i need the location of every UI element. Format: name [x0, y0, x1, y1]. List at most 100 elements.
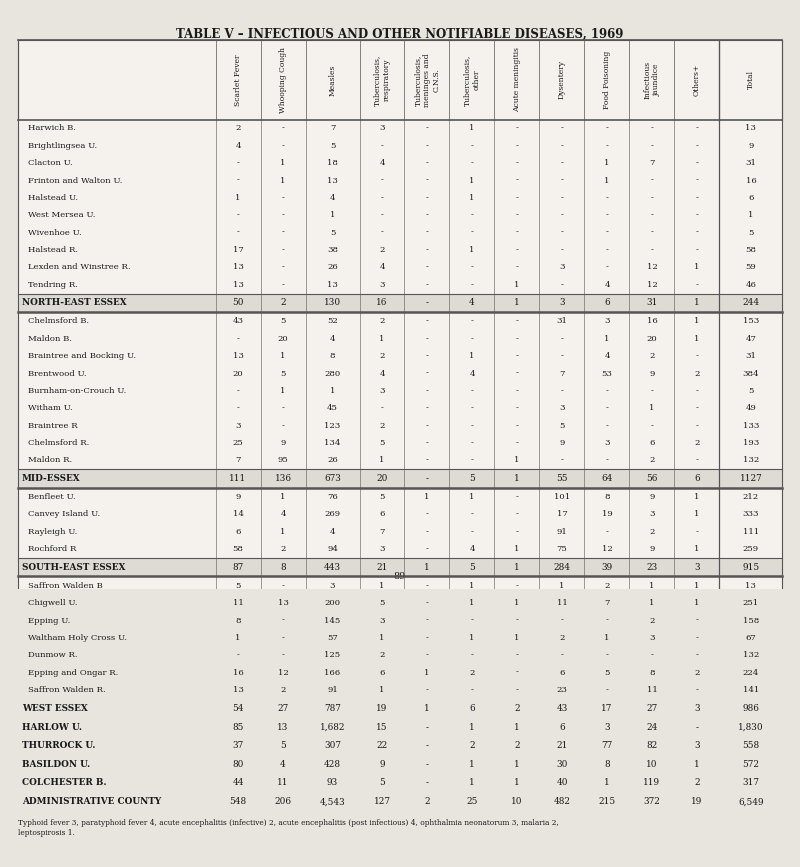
Text: -: - [426, 511, 429, 518]
Text: 3: 3 [559, 264, 565, 271]
Text: -: - [426, 474, 429, 483]
Text: -: - [470, 686, 474, 694]
Text: -: - [515, 160, 518, 167]
Text: BASILDON U.: BASILDON U. [22, 759, 90, 769]
Text: 1: 1 [379, 634, 385, 642]
Text: 244: 244 [742, 298, 759, 307]
Text: 80: 80 [232, 759, 244, 769]
Bar [18, 313, 782, 330]
Text: 4: 4 [379, 369, 385, 377]
Text: -: - [515, 212, 518, 219]
Text: 1: 1 [470, 493, 474, 501]
Text: 50: 50 [232, 298, 244, 307]
Text: 21: 21 [556, 741, 568, 750]
Text: 3: 3 [694, 741, 700, 750]
Text: 31: 31 [746, 352, 756, 360]
Text: 37: 37 [233, 741, 244, 750]
Bar [18, 718, 782, 736]
Text: -: - [426, 246, 429, 254]
Text: 18: 18 [327, 160, 338, 167]
Bar [18, 792, 782, 812]
Text: THURROCK U.: THURROCK U. [22, 741, 95, 750]
Text: 64: 64 [602, 474, 613, 483]
Bar [18, 755, 782, 773]
Bar [18, 382, 782, 400]
Text: 20: 20 [376, 474, 388, 483]
Text: 1: 1 [694, 599, 700, 607]
Text: -: - [606, 457, 608, 465]
Text: 3: 3 [694, 703, 700, 713]
Text: -: - [470, 387, 474, 395]
Text: -: - [426, 124, 429, 133]
Bar [18, 348, 782, 365]
Text: 1: 1 [470, 352, 474, 360]
Text: 25: 25 [466, 798, 478, 806]
Text: 7: 7 [330, 124, 335, 133]
Text: Chigwell U.: Chigwell U. [28, 599, 78, 607]
Text: 134: 134 [324, 439, 341, 447]
Text: -: - [426, 212, 429, 219]
Text: 1: 1 [330, 387, 335, 395]
Text: -: - [561, 616, 563, 624]
Bar [18, 577, 782, 595]
Text: 21: 21 [376, 563, 388, 571]
Text: 12: 12 [646, 281, 658, 289]
Text: Tuberculosis,
respiratory: Tuberculosis, respiratory [374, 54, 390, 106]
Text: Others+: Others+ [693, 63, 701, 96]
Text: -: - [470, 317, 474, 325]
Text: -: - [695, 229, 698, 237]
Text: -: - [426, 651, 429, 659]
Text: -: - [606, 229, 608, 237]
Text: Maldon R.: Maldon R. [28, 457, 72, 465]
Text: 7: 7 [379, 528, 385, 536]
Text: -: - [515, 264, 518, 271]
Text: 317: 317 [742, 779, 759, 787]
Text: 9: 9 [559, 439, 565, 447]
Text: 119: 119 [643, 779, 661, 787]
Text: 1: 1 [514, 723, 520, 732]
Text: 44: 44 [232, 779, 244, 787]
Text: -: - [695, 177, 698, 185]
Bar [18, 206, 782, 224]
Text: 6: 6 [559, 723, 565, 732]
Text: -: - [426, 528, 429, 536]
Text: TABLE V – INFECTIOUS AND OTHER NOTIFIABLE DISEASES, 1969: TABLE V – INFECTIOUS AND OTHER NOTIFIABL… [176, 29, 624, 42]
Text: 5: 5 [280, 741, 286, 750]
Text: 1: 1 [694, 317, 700, 325]
Text: -: - [650, 124, 654, 133]
Text: 1: 1 [650, 404, 654, 413]
Text: 16: 16 [646, 317, 658, 325]
Text: -: - [381, 194, 383, 202]
Text: 2: 2 [650, 457, 654, 465]
Text: 1: 1 [470, 599, 474, 607]
Text: 1: 1 [694, 335, 700, 342]
Bar [18, 612, 782, 629]
Text: 428: 428 [324, 759, 341, 769]
Text: 12: 12 [602, 545, 612, 553]
Text: 127: 127 [374, 798, 390, 806]
Text: 548: 548 [230, 798, 246, 806]
Text: -: - [695, 246, 698, 254]
Text: -: - [606, 651, 608, 659]
Text: -: - [426, 779, 429, 787]
Text: 141: 141 [742, 686, 759, 694]
Text: Food Poisoning: Food Poisoning [603, 51, 611, 109]
Text: Braintree and Bocking U.: Braintree and Bocking U. [28, 352, 136, 360]
Text: 55: 55 [556, 474, 568, 483]
Text: 56: 56 [646, 474, 658, 483]
Text: 4: 4 [330, 194, 335, 202]
Text: -: - [695, 686, 698, 694]
Text: -: - [381, 404, 383, 413]
Text: -: - [515, 439, 518, 447]
Text: 1: 1 [694, 493, 700, 501]
Text: 17: 17 [557, 511, 567, 518]
Text: -: - [515, 246, 518, 254]
Text: -: - [515, 141, 518, 150]
Text: 1127: 1127 [739, 474, 762, 483]
Text: 3: 3 [649, 511, 654, 518]
Text: Whooping Cough: Whooping Cough [279, 47, 287, 113]
Text: 45: 45 [327, 404, 338, 413]
Text: -: - [561, 387, 563, 395]
Text: 1: 1 [514, 457, 520, 465]
Text: 9: 9 [235, 493, 241, 501]
